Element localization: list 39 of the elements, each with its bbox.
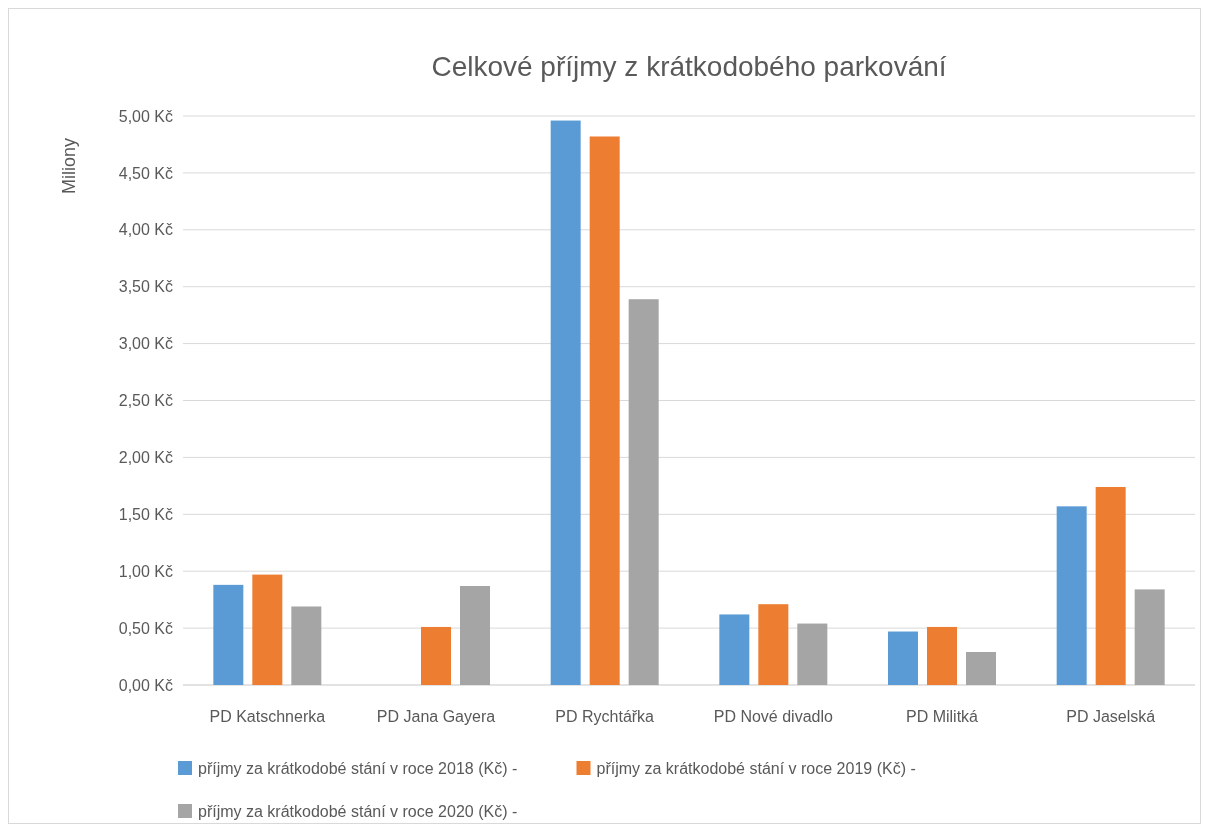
y-tick-label: 4,00 Kč xyxy=(118,221,173,239)
legend-label: příjmy za krátkodobé stání v roce 2020 (Kč) - xyxy=(198,802,518,820)
bar xyxy=(927,626,957,685)
y-tick-label: 0,00 Kč xyxy=(118,676,173,694)
legend-label: příjmy za krátkodobé stání v roce 2019 (Kč) - xyxy=(596,759,916,777)
bar xyxy=(966,652,996,685)
bar xyxy=(550,120,581,685)
x-tick-label: PD Jaselská xyxy=(1066,707,1156,725)
bar xyxy=(460,585,490,685)
bar xyxy=(628,299,659,685)
x-tick-label: PD Rychtářka xyxy=(555,707,655,725)
y-tick-label: 1,50 Kč xyxy=(118,505,173,523)
bar xyxy=(1134,589,1165,685)
bar xyxy=(589,136,620,685)
bar xyxy=(797,623,828,685)
x-tick-label: PD Katschnerka xyxy=(209,707,326,725)
x-tick-label: PD Jana Gayera xyxy=(376,707,496,725)
x-tick-label: PD Militká xyxy=(905,707,979,725)
bar xyxy=(213,584,244,685)
y-tick-label: 0,50 Kč xyxy=(118,619,173,637)
bar xyxy=(1095,486,1126,685)
y-tick-label: 5,00 Kč xyxy=(118,107,173,125)
y-tick-label: 1,00 Kč xyxy=(118,562,173,580)
y-tick-label: 3,00 Kč xyxy=(118,335,173,353)
bar xyxy=(291,606,322,685)
bar xyxy=(719,614,750,685)
legend-label: příjmy za krátkodobé stání v roce 2018 (Kč) - xyxy=(198,759,518,777)
bar xyxy=(421,626,451,685)
y-tick-label: 4,50 Kč xyxy=(118,164,173,182)
bar xyxy=(888,631,918,685)
bar xyxy=(758,604,789,685)
y-tick-label: 2,00 Kč xyxy=(118,449,173,466)
bar xyxy=(1056,506,1087,685)
y-axis-title: Miliony xyxy=(59,137,79,195)
chart-title: Celkové příjmy z krátkodobého parkování xyxy=(431,51,947,82)
y-tick-label: 3,50 Kč xyxy=(118,278,173,296)
y-tick-label: 2,50 Kč xyxy=(118,392,173,410)
bar xyxy=(252,574,283,685)
x-tick-label: PD Nové divadlo xyxy=(713,707,834,725)
